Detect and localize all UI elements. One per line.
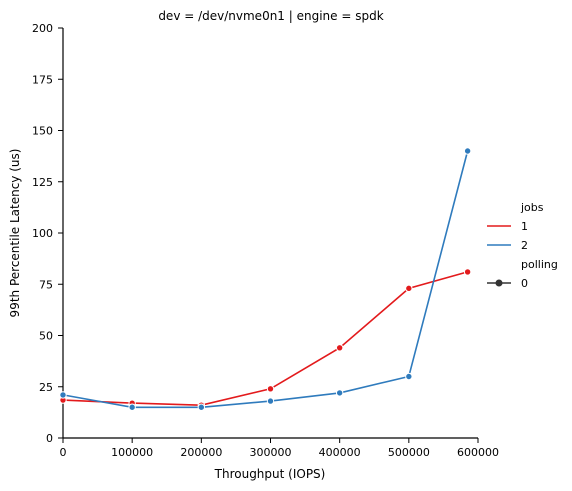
y-tick-label: 100 [32,227,53,240]
y-tick-label: 200 [32,22,53,35]
axes [62,28,478,439]
x-ticks: 0 100000 200000 300000 400000 500000 600000 [60,438,499,459]
chart-title: dev = /dev/nvme0n1 | engine = spdk [158,9,383,23]
y-tick-label: 175 [32,73,53,86]
y-tick-label: 125 [32,176,53,189]
data-point-jobs-2 [128,403,136,411]
x-tick-label: 300000 [250,446,292,459]
x-tick-label: 200000 [180,446,222,459]
x-tick-label: 100000 [111,446,153,459]
x-tick-label: 600000 [457,446,499,459]
series-layer [59,147,472,411]
legend-title-polling: polling [521,258,558,271]
x-tick-label: 0 [60,446,67,459]
legend-marker-polling-0 [495,279,503,287]
y-ticks: 0 25 50 75 100 125 150 175 200 [32,22,63,445]
y-tick-label: 150 [32,125,53,138]
data-point-jobs-2 [59,391,67,399]
legend-title-jobs: jobs [520,201,544,214]
data-point-jobs-2 [197,403,206,411]
x-tick-label: 500000 [388,446,430,459]
y-tick-label: 25 [39,381,53,394]
x-tick-label: 400000 [319,446,361,459]
legend-label-jobs-1: 1 [521,220,528,233]
y-axis-label: 99th Percentile Latency (us) [8,149,22,318]
legend: jobs 1 2 polling 0 [487,201,558,290]
data-point-jobs-2 [335,389,344,397]
data-point-jobs-2 [405,372,413,381]
data-point-jobs-1 [463,268,472,276]
data-point-jobs-2 [266,397,275,405]
y-tick-label: 75 [39,278,53,291]
y-tick-label: 50 [39,330,53,343]
series-line-jobs-2 [62,150,469,409]
data-point-jobs-1 [405,284,413,293]
legend-label-polling-0: 0 [521,277,528,290]
data-point-jobs-1 [335,344,344,352]
series-line-jobs-1 [62,271,468,407]
data-point-jobs-2 [463,147,472,155]
x-axis-label: Throughput (IOPS) [214,467,326,481]
legend-label-jobs-2: 2 [521,239,528,252]
data-point-jobs-1 [266,385,275,393]
y-tick-label: 0 [46,432,53,445]
